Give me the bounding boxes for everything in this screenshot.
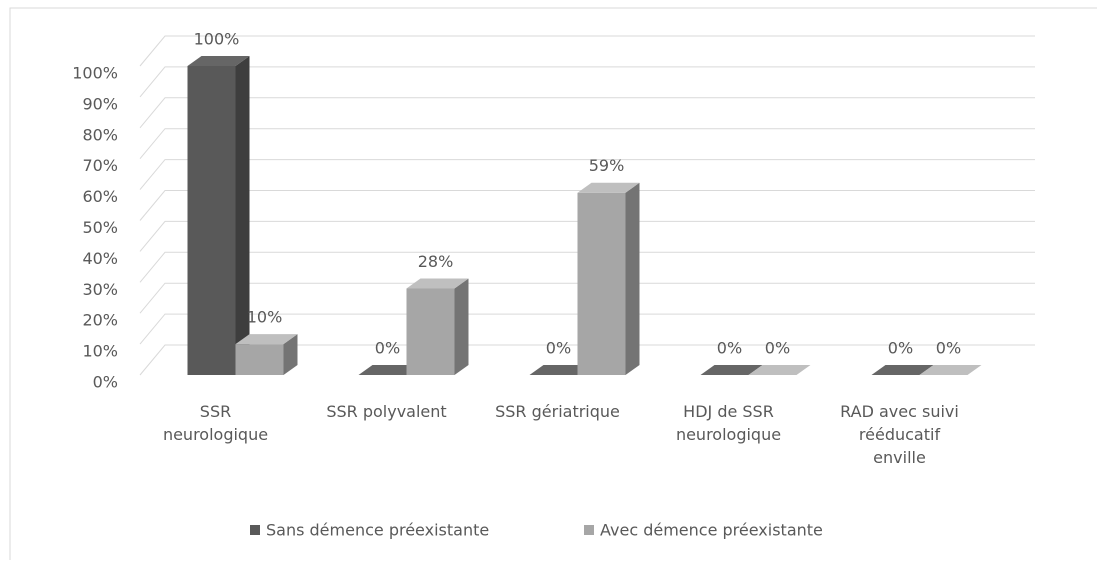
chart-frame <box>9 7 1097 560</box>
bar <box>529 365 592 375</box>
x-tick-label: SSR polyvalent <box>326 402 446 421</box>
legend-swatch <box>584 525 594 535</box>
y-tick-label: 40% <box>82 249 118 268</box>
legend-label: Avec démence préexistante <box>600 521 823 540</box>
bar-front <box>406 288 455 375</box>
y-tick-label: 10% <box>82 342 118 361</box>
y-tick-label: 80% <box>82 125 118 144</box>
bar-top <box>748 365 811 375</box>
bar-top <box>406 278 469 289</box>
y-tick-label: 30% <box>82 280 118 299</box>
data-label: 0% <box>888 339 913 358</box>
bar-top <box>871 365 934 375</box>
bar-top <box>358 365 421 375</box>
bar-top <box>529 365 592 375</box>
bar <box>187 56 250 375</box>
bar <box>919 365 982 375</box>
bar <box>577 182 640 375</box>
data-label: 0% <box>546 339 571 358</box>
bar-top <box>577 182 640 193</box>
legend-swatch <box>250 525 260 535</box>
grid-line <box>139 35 1035 67</box>
bar <box>406 278 469 375</box>
grid-line <box>139 97 1035 129</box>
x-tick-label: SSR neurologique <box>163 402 268 444</box>
bar <box>358 365 421 375</box>
data-label: 100% <box>194 30 240 49</box>
x-tick-label: HDJ de SSR neurologique <box>676 402 781 444</box>
grid-line <box>139 159 1035 190</box>
bar <box>700 365 763 375</box>
bar-side <box>454 278 469 375</box>
data-label: 0% <box>717 339 742 358</box>
grid-line <box>139 344 1035 376</box>
data-label: 28% <box>418 252 454 271</box>
y-tick-label: 90% <box>82 94 118 113</box>
y-tick-label: 50% <box>82 218 118 237</box>
bar-front <box>577 192 626 375</box>
bar-front <box>187 66 236 375</box>
x-tick-label: RAD avec suivi rééducatif enville <box>840 402 959 467</box>
bar <box>871 365 934 375</box>
data-label: 0% <box>765 339 790 358</box>
y-tick-label: 20% <box>82 311 118 330</box>
bar-side <box>625 182 640 375</box>
bar <box>748 365 811 375</box>
bar-top <box>187 56 250 66</box>
grid-line <box>139 128 1035 160</box>
bar-front <box>235 344 284 375</box>
grid-line <box>139 66 1035 98</box>
data-label: 0% <box>375 339 400 358</box>
y-tick-label: 70% <box>82 156 118 175</box>
data-label: 59% <box>589 156 625 175</box>
bar <box>235 334 298 375</box>
grid-line <box>139 251 1035 283</box>
legend-label: Sans démence préexistante <box>266 521 489 540</box>
grid-line <box>139 282 1035 314</box>
bar-top <box>235 334 298 345</box>
data-label: 10% <box>247 308 283 327</box>
x-tick-label: SSR gériatrique <box>495 402 620 421</box>
bar-top <box>919 365 982 375</box>
bar-top <box>700 365 763 375</box>
bar-side <box>283 334 298 375</box>
grid-line <box>139 313 1035 345</box>
y-tick-label: 0% <box>93 373 118 392</box>
y-tick-label: 100% <box>72 64 118 83</box>
data-label: 0% <box>936 339 961 358</box>
y-tick-label: 60% <box>82 187 118 206</box>
grid-line <box>139 190 1035 221</box>
grid-line <box>139 220 1035 252</box>
bar-side <box>235 56 250 375</box>
